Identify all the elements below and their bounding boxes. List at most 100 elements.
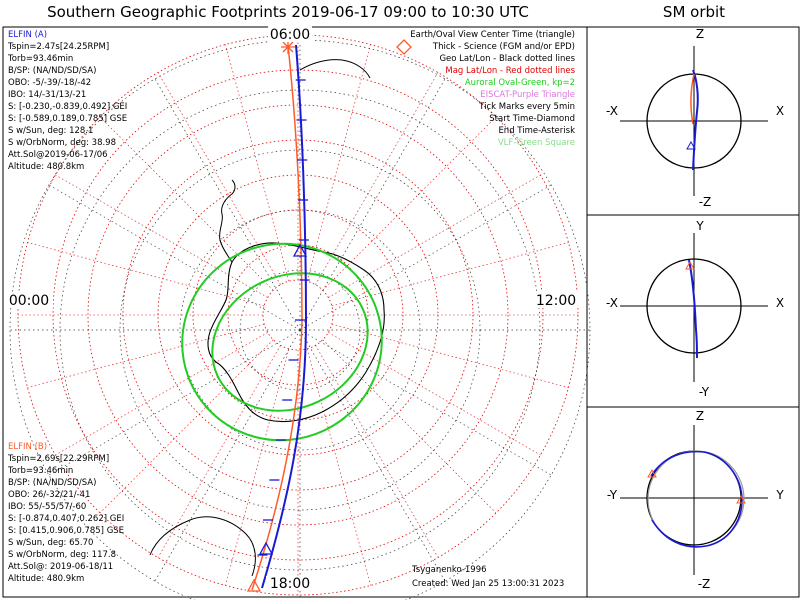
mag-lon-line <box>328 174 541 298</box>
geo-lon-line <box>299 184 552 331</box>
mag-lon-line <box>315 345 439 558</box>
orbit-a-xy <box>688 259 698 359</box>
info-line: OBO: 26/-32/21/-41 <box>8 490 90 500</box>
elfin-a-track <box>261 44 308 589</box>
polar-plot: 06:00 00:00 12:00 18:00 <box>5 26 591 604</box>
mag-lon-line <box>328 332 541 456</box>
label-x-2: X <box>776 296 784 310</box>
local-time-00: 00:00 <box>9 293 49 309</box>
info-line: S: [-0.230,-0.839,0.492] GEI <box>8 102 127 112</box>
label-minus-z-3: -Z <box>698 577 711 591</box>
legend-item: VLF-Green Square <box>498 138 575 148</box>
legend-item: End Time-Asterisk <box>498 126 575 136</box>
sm-orbit-title: SM orbit <box>663 3 725 21</box>
mag-lat-circle <box>87 104 509 526</box>
mag-lon-line <box>306 348 371 586</box>
main-title: Southern Geographic Footprints 2019-06-1… <box>47 3 529 21</box>
mag-lon-line <box>55 332 268 456</box>
mag-lon-line <box>27 323 265 388</box>
legend-item: Geo Lat/Lon - Black dotted lines <box>439 54 575 64</box>
elfin-b-start-diamond <box>396 39 412 55</box>
info-line: B/SP: (NA/ND/SD/SA) <box>8 478 96 488</box>
info-line: Torb=93.46min <box>7 54 73 64</box>
polar-plot-frame <box>2 26 588 598</box>
label-minus-z: -Z <box>699 195 712 209</box>
auroral-oval <box>181 242 383 442</box>
clock-left-bg <box>5 292 53 308</box>
local-time-labels: 06:00 00:00 12:00 18:00 <box>5 26 579 592</box>
info-line: Att.Sol@: 2019-06-18/11 <box>8 562 113 572</box>
info-line: S w/OrbNorm, deg: 38.98 <box>8 138 116 148</box>
label-y: Y <box>695 219 704 233</box>
orbit-b-yz-start <box>647 468 657 478</box>
mag-lon-line <box>157 345 281 558</box>
elfin-a-triangle-2 <box>292 243 308 257</box>
legend-item: Thick - Science (FGM and/or EPD) <box>432 42 575 52</box>
orbit-a-xz-triangle <box>686 140 696 150</box>
geo-lon-line <box>154 78 301 331</box>
orbit-a-xz <box>692 69 699 171</box>
model-label: Tsyganenko-1996 <box>411 565 487 575</box>
mag-lon-line <box>331 242 569 307</box>
mag-lon-line <box>55 174 268 298</box>
local-time-12: 12:00 <box>536 293 576 309</box>
mag-lon-line <box>99 339 274 514</box>
elfin-b-info: ELFIN (B) Tspin=2.69s[22.29RPM] Torb=93.4… <box>7 442 124 584</box>
label-z: Z <box>696 27 704 41</box>
geo-lon-line <box>48 184 301 331</box>
info-line: S w/Sun, deg: 128.1 <box>8 126 93 136</box>
label-x: X <box>776 104 784 118</box>
mag-lon-line <box>315 72 439 285</box>
orbit-b-xz <box>690 73 695 125</box>
local-time-18: 18:00 <box>270 576 310 592</box>
info-line: S: [-0.874,0.407,0.262] GEI <box>8 514 124 524</box>
info-line: B/SP: (NA/ND/SD/SA) <box>8 66 96 76</box>
label-minus-x: -X <box>606 104 618 118</box>
orbit-a-yz <box>650 450 743 548</box>
mag-lat-circle <box>157 174 439 456</box>
legend: Earth/Oval View Center Time (triangle) Th… <box>410 30 575 148</box>
auroral-oval-inner <box>211 272 369 412</box>
info-line: S w/Sun, deg: 65.70 <box>8 538 93 548</box>
sm-orbit-yz-panel: Z -Z -Y Y <box>607 409 784 591</box>
info-line: S w/OrbNorm, deg: 117.8 <box>8 550 116 560</box>
mag-lon-line <box>322 339 497 514</box>
mag-lon-line <box>225 44 290 282</box>
sm-orbit-frame <box>586 26 800 598</box>
created-label: Created: Wed Jan 25 13:00:31 2023 <box>412 579 564 589</box>
label-y-3: Y <box>775 488 784 502</box>
sm-orbit-xy-panel: Y -Y -X X <box>606 219 784 399</box>
label-minus-y-3: -Y <box>607 488 618 502</box>
info-line: S: [-0.589,0.189,0.785] GSE <box>8 114 127 124</box>
geo-lat-circle <box>9 39 591 604</box>
legend-item: Start Time-Diamond <box>489 114 575 124</box>
legend-item: Earth/Oval View Center Time (triangle) <box>410 30 575 40</box>
elfin-a-info: ELFIN (A) Tspin=2.47s[24.25RPM] Torb=93.4… <box>7 30 127 172</box>
antarctic-peninsula <box>219 179 236 263</box>
south-georgia-coast <box>299 59 371 79</box>
elfin-a-label: ELFIN (A) <box>8 30 47 40</box>
geo-lon-line <box>299 329 446 582</box>
clock-bottom-bg <box>266 576 314 590</box>
info-line: IBO: 14/-31/13/-21 <box>8 90 86 100</box>
auroral-oval-outer <box>181 242 383 442</box>
mag-lon-line <box>157 72 281 285</box>
geo-lat-circle <box>179 209 421 451</box>
info-line: Tspin=2.47s[24.25RPM] <box>7 42 109 52</box>
mag-lon-line <box>27 242 265 307</box>
mag-lon-line <box>322 116 497 291</box>
clock-right-bg <box>533 292 579 308</box>
legend-item: Mag Lat/Lon - Red dotted lines <box>445 66 575 76</box>
info-line: Altitude: 480.9km <box>8 574 84 584</box>
geo-lon-line <box>299 78 446 331</box>
sm-orbit-xz-panel: Z -Z -X X <box>606 27 784 209</box>
legend-item: Auroral Oval-Green, kp=2 <box>465 78 575 88</box>
info-line: Altitude: 480.8km <box>8 162 84 172</box>
geo-lon-line <box>48 329 301 476</box>
mag-lon-line <box>306 44 371 282</box>
south-america-tip <box>149 516 256 577</box>
elfin-b-triangle <box>246 578 262 592</box>
mag-lon-line <box>225 348 290 586</box>
local-time-06: 06:00 <box>270 27 310 43</box>
